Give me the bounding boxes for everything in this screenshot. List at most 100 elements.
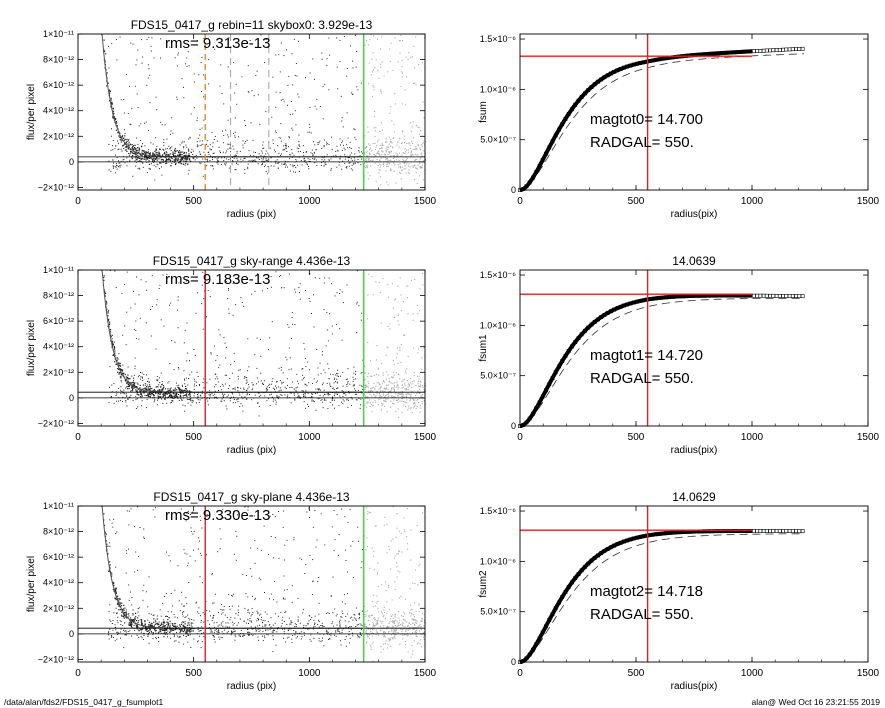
x-tick-label: 0 bbox=[517, 432, 523, 443]
data-point-dark bbox=[189, 158, 191, 160]
data-point-dark bbox=[201, 527, 203, 529]
data-point-dark bbox=[265, 159, 267, 161]
data-point-dark bbox=[202, 612, 204, 614]
data-point-dark bbox=[161, 622, 163, 624]
data-point-dark bbox=[165, 616, 167, 617]
data-point-dark bbox=[114, 598, 116, 600]
data-point-dark bbox=[162, 626, 163, 628]
data-point-dark bbox=[179, 624, 181, 626]
data-point-dark bbox=[291, 337, 292, 339]
data-point-dark bbox=[198, 74, 200, 76]
data-point-dark bbox=[119, 364, 121, 366]
data-point-dark bbox=[153, 628, 156, 630]
data-marker bbox=[751, 293, 756, 298]
data-point-dark bbox=[270, 165, 272, 167]
data-point-light bbox=[392, 307, 394, 309]
data-point-dark bbox=[356, 393, 358, 395]
data-point-dark bbox=[233, 511, 234, 513]
data-point-dark bbox=[282, 145, 284, 147]
data-point-dark bbox=[311, 149, 313, 151]
data-point-dark bbox=[264, 620, 266, 622]
data-point-light bbox=[413, 45, 415, 47]
data-point-dark bbox=[324, 159, 326, 161]
data-marker bbox=[787, 47, 792, 52]
data-point-dark bbox=[206, 392, 208, 394]
data-point-light bbox=[399, 350, 401, 352]
data-point-dark bbox=[136, 626, 138, 628]
data-point-dark bbox=[121, 135, 123, 137]
data-point-dark bbox=[167, 393, 168, 395]
data-point-dark bbox=[167, 630, 169, 632]
data-point-light bbox=[420, 386, 422, 388]
data-point-dark bbox=[344, 162, 346, 164]
data-point-dark bbox=[304, 348, 306, 350]
data-point-dark bbox=[255, 75, 257, 77]
data-point-light bbox=[415, 149, 417, 151]
data-point-light bbox=[412, 154, 414, 156]
data-point-light bbox=[400, 294, 402, 296]
data-point-light bbox=[392, 387, 394, 389]
data-point-dark bbox=[182, 390, 184, 392]
data-point-dark bbox=[247, 166, 249, 168]
data-point-dark bbox=[118, 373, 120, 375]
data-point-dark bbox=[290, 623, 292, 625]
data-point-dark bbox=[330, 632, 332, 634]
data-point-dark bbox=[168, 628, 170, 630]
data-point-dark bbox=[317, 380, 318, 382]
data-marker bbox=[563, 116, 568, 121]
data-point-dark bbox=[276, 396, 278, 398]
data-point-dark bbox=[320, 625, 322, 626]
data-point-light bbox=[416, 304, 418, 306]
data-point-dark bbox=[135, 165, 137, 167]
data-point-dark bbox=[299, 398, 301, 399]
data-point-dark bbox=[203, 119, 205, 121]
data-point-dark bbox=[133, 328, 135, 330]
data-point-dark bbox=[332, 399, 334, 401]
data-point-dark bbox=[301, 636, 303, 638]
data-point-dark bbox=[280, 625, 282, 627]
data-point-light bbox=[393, 374, 395, 376]
data-point-dark bbox=[225, 346, 227, 348]
data-point-dark bbox=[134, 365, 136, 367]
data-point-dark bbox=[242, 159, 244, 161]
data-point-dark bbox=[315, 149, 317, 151]
data-point-light bbox=[414, 402, 416, 404]
data-marker bbox=[774, 293, 779, 298]
data-point-dark bbox=[173, 369, 175, 371]
data-point-dark bbox=[275, 385, 276, 387]
data-point-light bbox=[418, 385, 420, 387]
data-point-dark bbox=[191, 371, 193, 373]
data-point-light bbox=[402, 72, 404, 74]
data-point-light bbox=[395, 159, 397, 161]
data-point-dark bbox=[353, 614, 355, 616]
data-point-dark bbox=[185, 520, 187, 522]
data-point-light bbox=[376, 144, 378, 146]
x-tick-label: 1000 bbox=[741, 432, 764, 443]
data-point-dark bbox=[341, 149, 343, 151]
data-point-light bbox=[378, 282, 380, 284]
data-point-light bbox=[404, 388, 406, 390]
data-point-dark bbox=[174, 341, 176, 343]
x-tick-label: 0 bbox=[517, 196, 523, 207]
data-point-light bbox=[396, 144, 398, 146]
data-point-dark bbox=[172, 625, 175, 627]
data-point-dark bbox=[288, 617, 290, 619]
data-point-dark bbox=[350, 152, 352, 154]
data-point-dark bbox=[107, 319, 109, 322]
data-point-dark bbox=[352, 385, 354, 387]
data-point-dark bbox=[120, 148, 122, 150]
data-point-light bbox=[381, 395, 383, 397]
data-point-light bbox=[386, 158, 388, 160]
data-point-dark bbox=[152, 154, 154, 156]
data-point-dark bbox=[156, 623, 158, 625]
data-point-dark bbox=[124, 129, 125, 131]
data-point-dark bbox=[180, 153, 182, 155]
data-point-dark bbox=[309, 158, 311, 160]
data-point-dark bbox=[108, 638, 110, 640]
data-point-dark bbox=[194, 560, 196, 562]
data-point-dark bbox=[135, 398, 137, 400]
data-point-dark bbox=[280, 123, 282, 125]
data-point-dark bbox=[324, 393, 325, 395]
data-point-dark bbox=[287, 84, 289, 86]
data-point-dark bbox=[297, 380, 299, 382]
